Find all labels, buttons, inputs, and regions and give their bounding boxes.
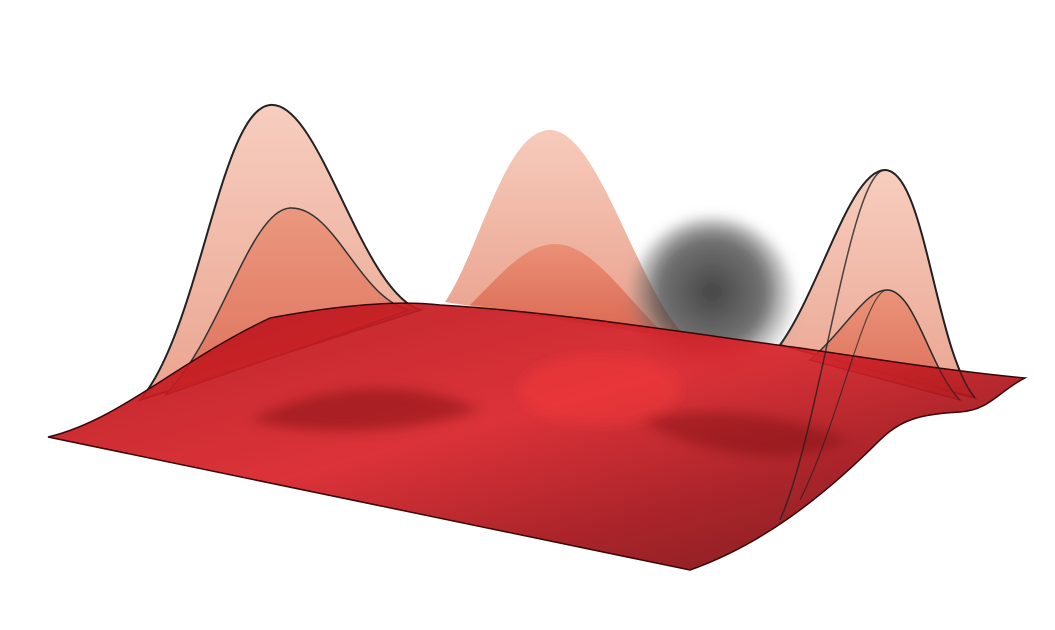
middle-inner-peak <box>470 244 660 330</box>
right-inner-outline <box>799 289 961 501</box>
right-peak-outline <box>779 169 976 521</box>
surface-shade <box>250 388 480 431</box>
surface-highlight <box>520 355 680 425</box>
surface <box>47 302 1028 571</box>
surface-shade <box>640 411 850 457</box>
